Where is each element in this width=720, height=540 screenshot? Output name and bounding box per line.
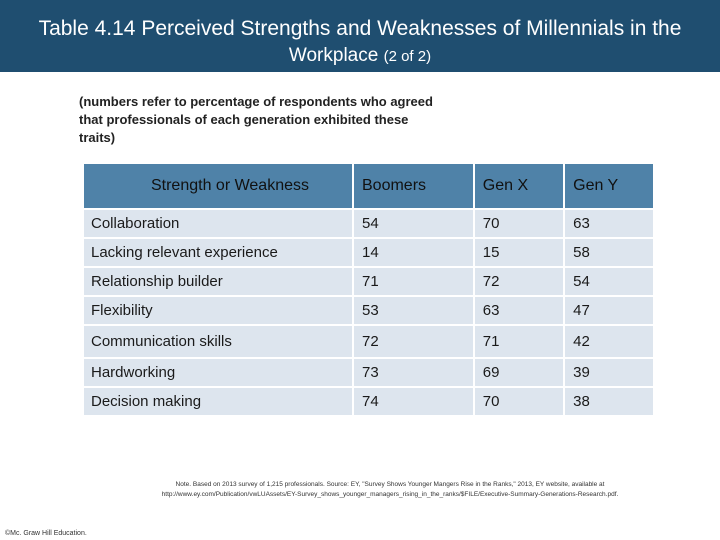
boomers-cell: 71: [352, 268, 473, 295]
title-part-indicator: (2 of 2): [383, 48, 432, 65]
table-row: Lacking relevant experience 14 15 58: [84, 239, 653, 266]
header-strength: Strength or Weakness: [84, 164, 352, 208]
trait-cell: Collaboration: [84, 210, 352, 237]
geny-cell: 47: [563, 297, 653, 324]
header-genx: Gen X: [472, 164, 564, 208]
header-boomers: Boomers: [352, 164, 473, 208]
genx-cell: 15: [472, 239, 564, 266]
table-header-row: Strength or Weakness Boomers Gen X Gen Y: [84, 164, 653, 208]
genx-cell: 69: [472, 359, 564, 386]
table-row: Relationship builder 71 72 54: [84, 268, 653, 295]
header-geny: Gen Y: [563, 164, 653, 208]
genx-cell: 70: [472, 388, 564, 415]
genx-cell: 71: [472, 326, 564, 357]
title-bar: Table 4.14 Perceived Strengths and Weakn…: [0, 0, 720, 72]
boomers-cell: 74: [352, 388, 473, 415]
geny-cell: 42: [563, 326, 653, 357]
table-caption: (numbers refer to percentage of responde…: [79, 94, 433, 145]
title-line-1: Table 4.14 Perceived Strengths and Weakn…: [38, 17, 682, 40]
boomers-cell: 53: [352, 297, 473, 324]
genx-cell: 72: [472, 268, 564, 295]
trait-cell: Hardworking: [84, 359, 352, 386]
data-table: Strength or Weakness Boomers Gen X Gen Y…: [84, 162, 653, 417]
boomers-cell: 72: [352, 326, 473, 357]
boomers-cell: 73: [352, 359, 473, 386]
table-row: Communication skills 72 71 42: [84, 326, 653, 357]
geny-cell: 58: [563, 239, 653, 266]
table-row: Collaboration 54 70 63: [84, 210, 653, 237]
table-row: Decision making 74 70 38: [84, 388, 653, 415]
source-note: Note. Based on 2013 survey of 1,215 prof…: [161, 481, 619, 498]
trait-cell: Communication skills: [84, 326, 352, 357]
geny-cell: 63: [563, 210, 653, 237]
boomers-cell: 14: [352, 239, 473, 266]
title-line-2: Workplace (2 of 2): [0, 44, 720, 69]
geny-cell: 38: [563, 388, 653, 415]
title-main: Workplace: [288, 45, 379, 66]
trait-cell: Lacking relevant experience: [84, 239, 352, 266]
trait-cell: Flexibility: [84, 297, 352, 324]
geny-cell: 39: [563, 359, 653, 386]
table-row: Flexibility 53 63 47: [84, 297, 653, 324]
copyright-notice: ©Mc. Graw Hill Education.: [5, 530, 87, 537]
genx-cell: 63: [472, 297, 564, 324]
genx-cell: 70: [472, 210, 564, 237]
trait-cell: Decision making: [84, 388, 352, 415]
table-row: Hardworking 73 69 39: [84, 359, 653, 386]
geny-cell: 54: [563, 268, 653, 295]
trait-cell: Relationship builder: [84, 268, 352, 295]
boomers-cell: 54: [352, 210, 473, 237]
